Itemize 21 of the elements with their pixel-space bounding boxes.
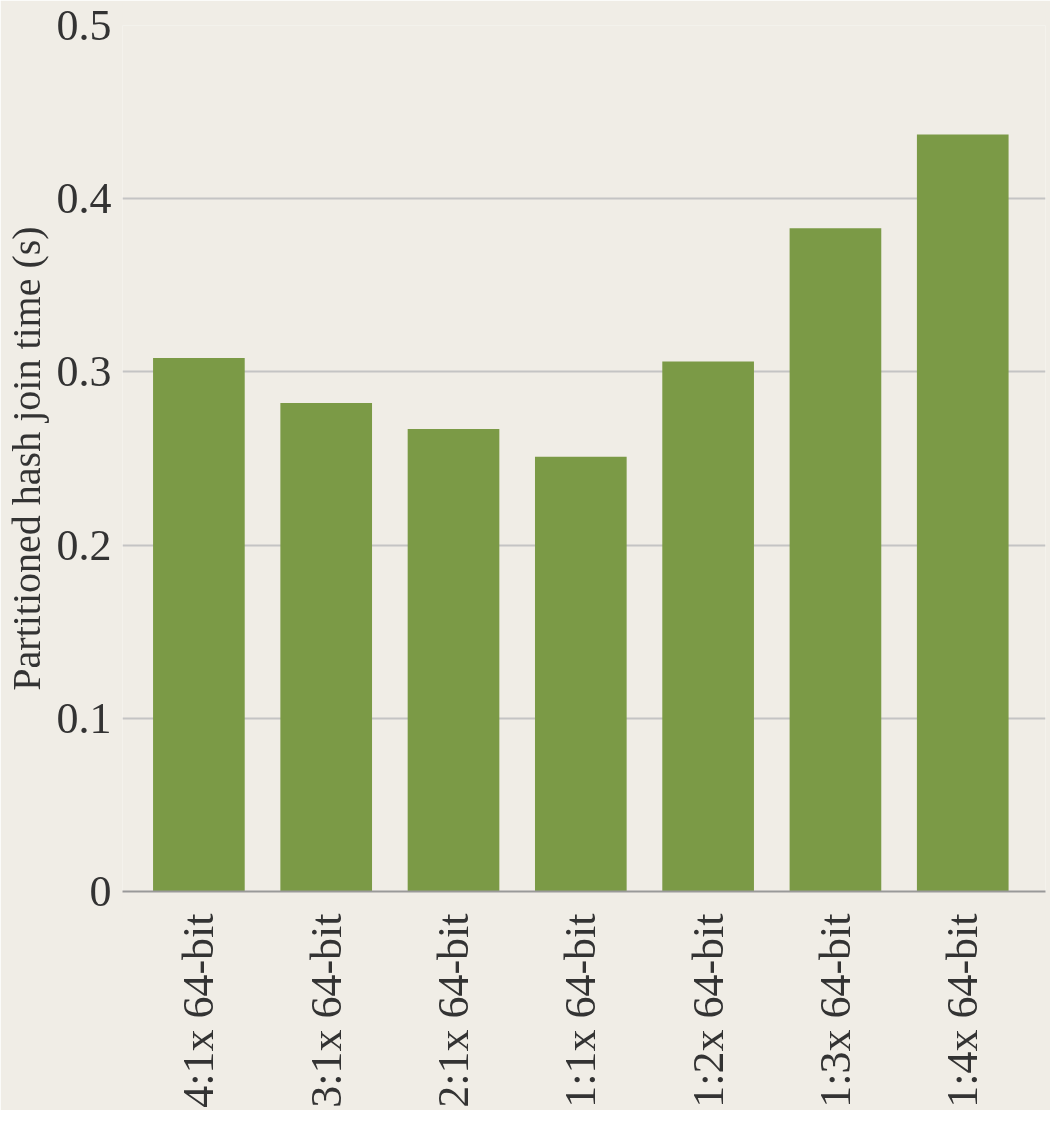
x-tick-label: 4:1x 64-bit	[174, 913, 224, 1108]
x-tick-label: 1:2x 64-bit	[683, 913, 733, 1108]
bar	[534, 456, 627, 892]
y-tick-label: 0.4	[56, 174, 112, 224]
y-tick-label: 0	[89, 867, 112, 916]
bar	[153, 358, 245, 892]
x-tick-label: 1:4x 64-bit	[938, 913, 988, 1108]
bar	[407, 429, 500, 892]
x-tick-label: 1:1x 64-bit	[556, 913, 606, 1108]
x-tick-label: 3:1x 64-bit	[301, 913, 351, 1108]
x-tick-label: 1:3x 64-bit	[810, 913, 860, 1108]
y-tick-label: 0.3	[56, 347, 112, 397]
y-axis-title: Partitioned hash join time (s)	[3, 226, 49, 691]
y-tick-label: 0.5	[56, 1, 112, 50]
bar	[789, 228, 882, 892]
bar	[280, 403, 373, 892]
x-tick-label: 2:1x 64-bit	[429, 913, 479, 1108]
bar	[662, 361, 754, 892]
bar	[916, 134, 1009, 892]
y-tick-label: 0.2	[56, 520, 112, 570]
y-tick-label: 0.1	[56, 693, 112, 743]
